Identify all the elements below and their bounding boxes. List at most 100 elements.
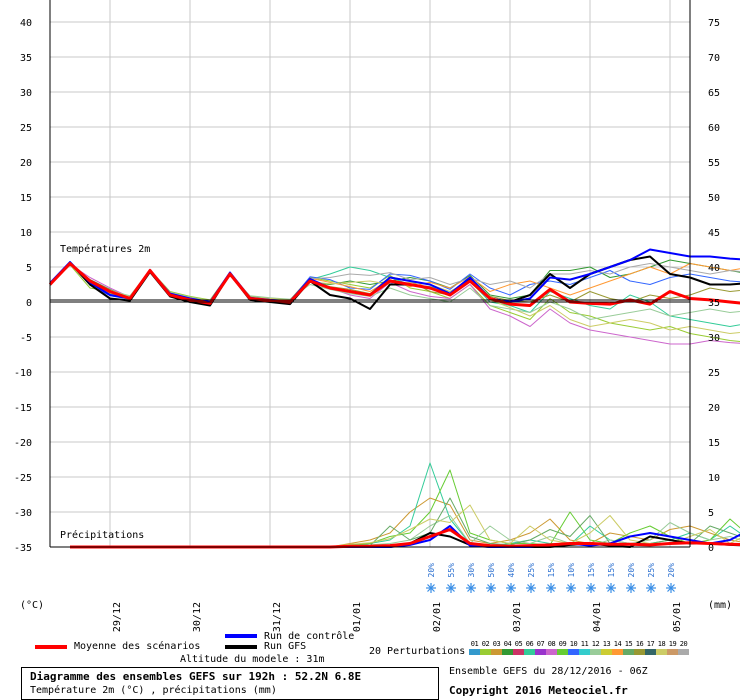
legend-mean-label: Moyenne des scénarios xyxy=(74,641,201,652)
snowflake-icon xyxy=(626,583,636,593)
y-left-tick-label: 10 xyxy=(20,228,32,239)
diagram-title: Diagramme des ensembles GEFS sur 192h : … xyxy=(30,670,362,683)
y-left-tick-label: 0 xyxy=(26,298,32,309)
snowflake-icon xyxy=(586,583,596,593)
snowflake-stroke xyxy=(447,584,455,592)
legend-member-number: 05 xyxy=(514,640,523,648)
y-left-tick-label: 40 xyxy=(20,18,32,29)
legend-gfs-label: Run GFS xyxy=(264,641,307,652)
date-label: 31/12 xyxy=(272,602,283,632)
legend-member-number: 17 xyxy=(646,640,655,648)
date-label: 30/12 xyxy=(192,602,203,632)
snow-probability-label: 25% xyxy=(527,563,536,578)
temperature-member-line xyxy=(49,260,740,327)
snow-probability-label: 30% xyxy=(467,563,476,578)
legend-member-swatch xyxy=(634,649,645,655)
snowflake-stroke xyxy=(547,584,555,592)
precipitation-member-line xyxy=(70,497,740,548)
legend-member-swatch xyxy=(491,649,502,655)
snow-probability-label: 50% xyxy=(487,563,496,578)
legend-member-number: 13 xyxy=(602,640,611,648)
y-left-tick-label: -30 xyxy=(14,508,32,519)
snowflake-stroke xyxy=(567,584,575,592)
left-axis-unit: (°C) xyxy=(20,600,45,611)
legend-member-swatch xyxy=(645,649,656,655)
snowflake-stroke xyxy=(667,584,675,592)
snowflake-stroke xyxy=(467,584,475,592)
legend-member-swatch xyxy=(535,649,546,655)
y-right-tick-label: 25 xyxy=(708,368,720,379)
legend-member-swatch xyxy=(579,649,590,655)
y-left-tick-label: 15 xyxy=(20,193,32,204)
y-left-tick-label: 30 xyxy=(20,88,32,99)
y-right-tick-label: 50 xyxy=(708,193,720,204)
snowflake-stroke xyxy=(607,584,615,592)
legend-member-number: 15 xyxy=(624,640,633,648)
y-right-tick-label: 15 xyxy=(708,438,720,449)
legend-member-number: 02 xyxy=(481,640,490,648)
legend-member-swatch xyxy=(678,649,689,655)
legend-member-swatch xyxy=(546,649,557,655)
precipitation-layer xyxy=(70,462,740,549)
ensemble-run-label: Ensemble GEFS du 28/12/2016 - 06Z xyxy=(449,666,648,677)
y-left-tick-label: 5 xyxy=(26,263,32,274)
legend-member-number: 08 xyxy=(547,640,556,648)
legend-member-number: 14 xyxy=(613,640,622,648)
precipitation-title: Précipitations xyxy=(60,530,145,541)
legend-member-swatch xyxy=(513,649,524,655)
snow-probability-label: 15% xyxy=(587,563,596,578)
date-label: 02/01 xyxy=(432,602,443,632)
diagram-subtitle: Température 2m (°C) , précipitations (mm… xyxy=(30,685,277,696)
legend-gfs-swatch xyxy=(225,645,257,649)
legend-member-number: 16 xyxy=(635,640,644,648)
legend-member-swatch xyxy=(656,649,667,655)
copyright-label: Copyright 2016 Meteociel.fr xyxy=(449,684,628,697)
legend-member-number: 18 xyxy=(657,640,666,648)
legend-perturbations-label: 20 Perturbations xyxy=(369,646,466,657)
legend-member-swatch xyxy=(590,649,601,655)
date-label: 03/01 xyxy=(512,602,523,632)
snowflake-icon xyxy=(486,583,496,593)
legend-member-number: 10 xyxy=(569,640,578,648)
y-right-tick-label: 65 xyxy=(708,88,720,99)
snowflake-stroke xyxy=(647,584,655,592)
legend-member-swatch xyxy=(601,649,612,655)
legend-member-number: 04 xyxy=(503,640,512,648)
y-left-tick-label: 20 xyxy=(20,158,32,169)
y-left-tick-label: 35 xyxy=(20,53,32,64)
legend-member-swatch xyxy=(612,649,623,655)
y-right-tick-label: 0 xyxy=(708,543,714,554)
legend-member-number: 07 xyxy=(536,640,545,648)
snow-probability-label: 20% xyxy=(627,563,636,578)
y-left-tick-label: -15 xyxy=(14,403,32,414)
legend-member-number: 19 xyxy=(668,640,677,648)
temperature-mean-line xyxy=(48,262,740,307)
date-label: 01/01 xyxy=(352,602,363,632)
y-left-tick-label: -5 xyxy=(20,333,32,344)
legend-member-swatch xyxy=(524,649,535,655)
y-right-tick-label: 60 xyxy=(708,123,720,134)
snowflake-icon xyxy=(526,583,536,593)
snowflake-stroke xyxy=(427,584,435,592)
diagram-info-box: Diagramme des ensembles GEFS sur 192h : … xyxy=(21,667,439,700)
date-label: 05/01 xyxy=(672,602,683,632)
legend-member-swatch xyxy=(667,649,678,655)
snow-probability-label: 25% xyxy=(647,563,656,578)
y-right-tick-label: 45 xyxy=(708,228,720,239)
y-right-tick-label: 35 xyxy=(708,298,720,309)
legend-mean-swatch xyxy=(35,645,67,649)
altitude-label: Altitude du modele : 31m xyxy=(180,654,325,665)
date-label: 29/12 xyxy=(112,602,123,632)
snow-probability-label: 15% xyxy=(607,563,616,578)
legend-member-numbers: 01 02 03 04 05 06 07 08 09 10 11 12 13 14 15 16 17 18 19 20 xyxy=(469,640,689,648)
snowflake-icon xyxy=(566,583,576,593)
snowflake-stroke xyxy=(507,584,515,592)
legend-member-number: 11 xyxy=(580,640,589,648)
y-left-tick-label: -35 xyxy=(14,543,32,554)
y-right-tick-label: 30 xyxy=(708,333,720,344)
y-right-tick-label: 40 xyxy=(708,263,720,274)
snowflake-icon xyxy=(666,583,676,593)
y-left-tick-label: -20 xyxy=(14,438,32,449)
legend-member-number: 06 xyxy=(525,640,534,648)
temperature-title: Températures 2m xyxy=(60,244,151,255)
